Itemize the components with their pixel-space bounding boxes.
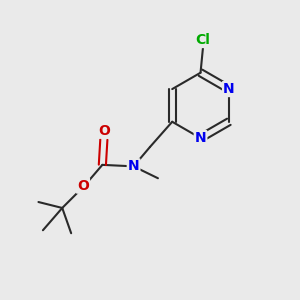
Text: N: N (195, 131, 206, 145)
Text: O: O (77, 179, 89, 193)
Text: N: N (223, 82, 235, 96)
Text: N: N (128, 159, 140, 173)
Text: Cl: Cl (196, 33, 210, 47)
Text: O: O (98, 124, 110, 138)
